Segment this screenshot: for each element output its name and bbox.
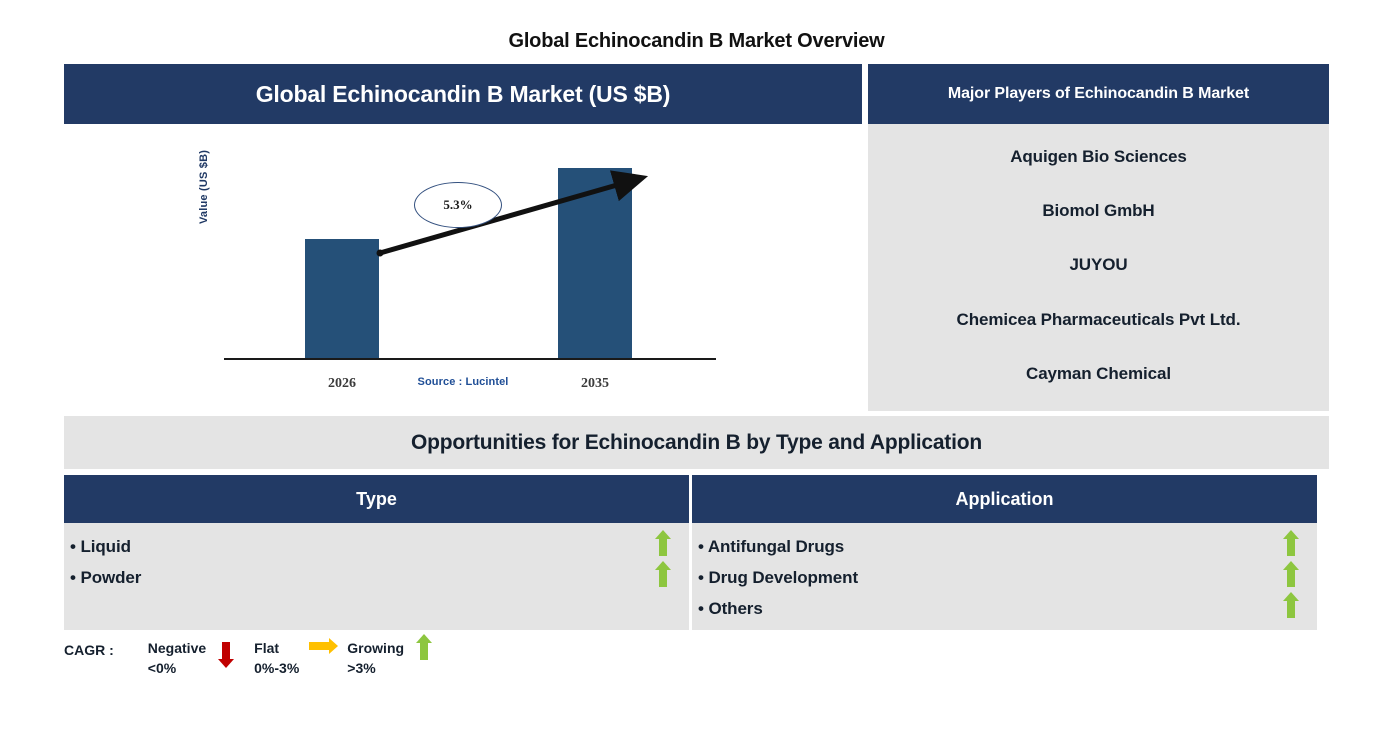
market-chart-panel: Global Echinocandin B Market (US $B) Val…	[64, 64, 862, 411]
type-list: • Liquid • Powder	[64, 523, 689, 593]
legend-entry-flat: Flat 0%-3%	[246, 638, 339, 679]
up-arrow-icon	[1283, 529, 1299, 556]
bar-2026	[305, 239, 379, 358]
legend-flat-range: 0%-3%	[254, 660, 300, 677]
list-item: • Drug Development	[692, 560, 1317, 593]
legend-entry-negative: Negative <0%	[140, 638, 238, 679]
opportunities-title: Opportunities for Echinocandin B by Type…	[411, 430, 982, 454]
application-item-label: • Drug Development	[698, 567, 859, 587]
application-panel: Application • Antifungal Drugs • Drug De…	[692, 475, 1317, 630]
players-list: Aquigen Bio Sciences Biomol GmbH JUYOU C…	[868, 124, 1329, 411]
right-arrow-icon-slot	[307, 638, 339, 654]
legend-flat-text: Flat 0%-3%	[254, 638, 299, 679]
legend-growing-range: >3%	[347, 660, 376, 677]
down-arrow-icon	[218, 642, 235, 668]
application-panel-header: Application	[692, 475, 1317, 523]
list-item: • Others	[692, 591, 1317, 624]
legend-entry-growing: Growing >3%	[339, 634, 436, 679]
list-item: Chemicea Pharmaceuticals Pvt Ltd.	[956, 309, 1241, 329]
bar-2035	[558, 168, 632, 358]
x-axis-line	[224, 358, 716, 360]
up-arrow-icon	[416, 634, 433, 660]
legend-flat-name: Flat	[254, 640, 280, 656]
up-arrow-icon	[1283, 591, 1299, 618]
application-list: • Antifungal Drugs • Drug Development • …	[692, 523, 1317, 624]
application-item-label: • Others	[698, 598, 763, 618]
x-tick-label-2026: 2026	[328, 376, 356, 391]
type-item-label: • Powder	[70, 567, 142, 587]
type-panel: Type • Liquid • Powder	[64, 475, 689, 630]
legend-negative-name: Negative	[147, 640, 207, 656]
chart-source-label: Source : Lucintel	[417, 376, 509, 388]
legend-growing-text: Growing >3%	[347, 638, 404, 679]
down-arrow-icon-slot	[214, 638, 238, 668]
up-arrow-icon	[655, 560, 671, 587]
chart-body: Value (US $B) 5.3% 2026 2035 Source : Lu…	[64, 124, 862, 411]
cagr-bubble: 5.3%	[414, 182, 502, 228]
legend-negative-range: <0%	[147, 660, 177, 677]
application-item-label: • Antifungal Drugs	[698, 536, 845, 556]
cagr-legend-title: CAGR :	[64, 642, 114, 658]
y-axis-title: Value (US $B)	[198, 149, 210, 224]
chart-plot-area: 5.3% 2026 2035	[224, 140, 716, 391]
type-item-label: • Liquid	[70, 536, 131, 556]
list-item: Biomol GmbH	[1042, 201, 1155, 221]
list-item: Cayman Chemical	[1026, 363, 1171, 383]
opportunities-band: Opportunities for Echinocandin B by Type…	[64, 416, 1329, 469]
cagr-legend: CAGR : Negative <0% Flat 0%-3% Growing >…	[64, 634, 444, 679]
right-arrow-icon	[309, 638, 339, 654]
legend-negative-text: Negative <0%	[148, 638, 206, 679]
players-panel-header: Major Players of Echinocandin B Market	[868, 64, 1329, 124]
type-panel-header: Type	[64, 475, 689, 523]
up-arrow-icon	[655, 529, 671, 556]
chart-panel-header: Global Echinocandin B Market (US $B)	[64, 64, 862, 124]
list-item: JUYOU	[1069, 255, 1128, 275]
list-item: Aquigen Bio Sciences	[1010, 147, 1187, 167]
list-item: • Antifungal Drugs	[692, 529, 1317, 562]
growth-arrow-icon	[376, 170, 649, 257]
list-item: • Powder	[64, 560, 689, 593]
x-tick-label-2035: 2035	[581, 376, 609, 391]
up-arrow-icon	[1283, 560, 1299, 587]
page-title: Global Echinocandin B Market Overview	[508, 30, 885, 52]
up-arrow-icon-slot	[412, 634, 436, 660]
major-players-panel: Major Players of Echinocandin B Market A…	[868, 64, 1329, 411]
legend-growing-name: Growing	[347, 640, 405, 656]
list-item: • Liquid	[64, 529, 689, 562]
